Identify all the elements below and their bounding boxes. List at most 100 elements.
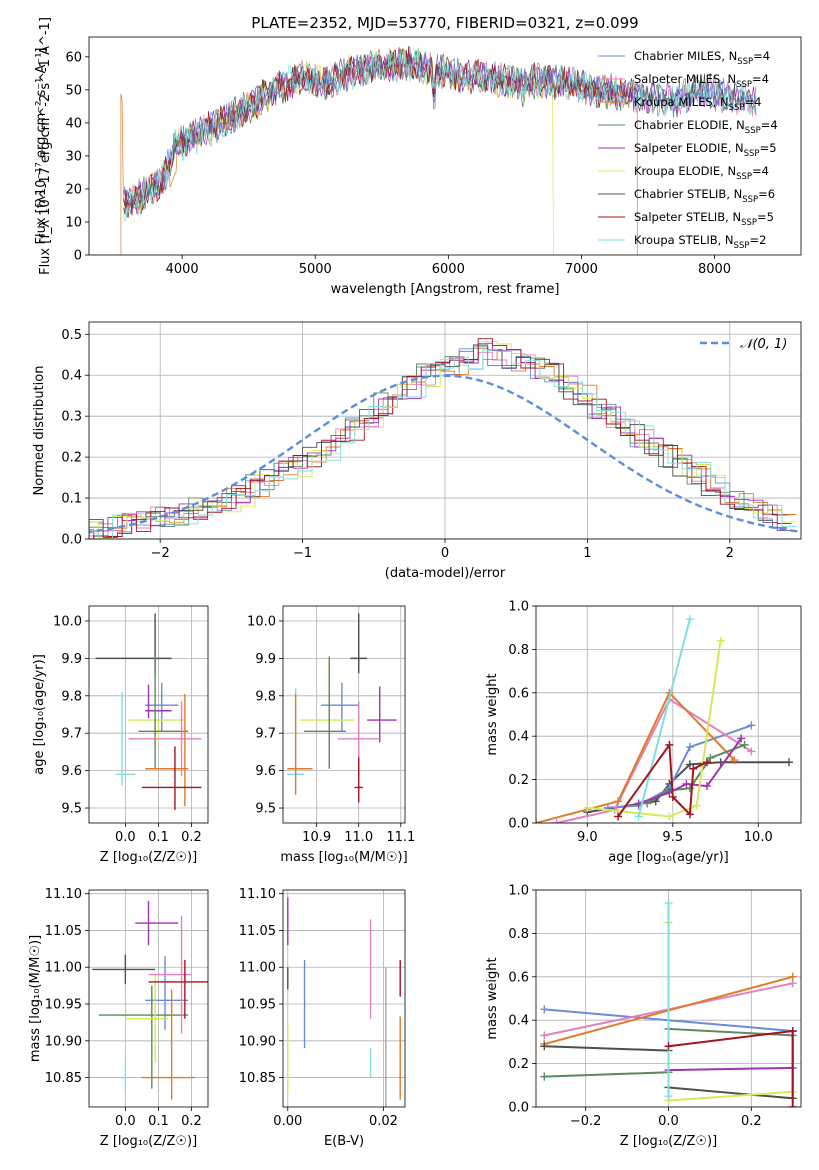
plus-marker	[685, 810, 694, 819]
x-tick-label: 0.02	[369, 1114, 398, 1129]
x-axis-label: Z [log₁₀(Z/Z☉)]	[100, 850, 197, 865]
plot-area	[89, 338, 801, 539]
plus-marker	[540, 1072, 549, 1081]
y-tick-label: 0	[74, 249, 82, 264]
y-tick-label: 0.4	[508, 730, 529, 745]
plus-marker	[540, 1031, 549, 1040]
y-tick-label: 60	[65, 50, 82, 65]
legend-label: Salpeter STELIB, NSSP=5	[634, 210, 774, 228]
x-tick-label: 9.5	[662, 830, 683, 845]
y-tick-label: 0.5	[61, 328, 82, 343]
histogram-series	[89, 345, 787, 538]
legend-label-main: Kroupa MILES, N	[634, 95, 729, 109]
y-tick-label: 0.2	[508, 1057, 529, 1072]
x-tick-label: 0.0	[658, 1114, 679, 1129]
y-tick-label: 0.2	[61, 451, 82, 466]
plus-marker	[552, 819, 561, 823]
plus-marker	[664, 1042, 673, 1051]
x-tick-label: 7000	[565, 262, 598, 277]
x-axis-label: wavelength [Angstrom, rest frame]	[331, 282, 560, 297]
legend-label-main: Salpeter STELIB, N	[634, 210, 741, 224]
y-tick-label: 10	[65, 215, 82, 230]
plus-marker	[665, 812, 674, 821]
legend-label: 𝒩(0, 1)	[740, 337, 787, 352]
y-tick-label: 1.0	[508, 600, 529, 615]
legend-label-sub: SSP	[736, 172, 752, 182]
plot-area	[540, 899, 797, 1107]
y-tick-label: 9.8	[255, 689, 276, 704]
spectrum-line	[123, 47, 757, 222]
x-tick-label: 0.1	[148, 1114, 169, 1129]
plus-marker	[614, 812, 623, 821]
y-tick-label: 9.9	[255, 652, 276, 667]
y-tick-label: 11.00	[239, 961, 276, 976]
x-tick-label: 10.0	[744, 830, 773, 845]
weight-line	[536, 691, 736, 823]
y-tick-label: 0.1	[61, 492, 82, 507]
x-tick-label: 11.0	[344, 830, 373, 845]
legend-label-sub: SSP	[744, 149, 760, 159]
legend-label-tail: =5	[757, 210, 774, 224]
plus-marker	[685, 743, 694, 752]
x-axis-label: Z [log₁₀(Z/Z☉)]	[620, 1134, 717, 1149]
y-tick-label: 0.2	[508, 773, 529, 788]
y-tick-label: 0.0	[508, 1101, 529, 1116]
legend-label-main: Chabrier STELIB, N	[634, 187, 742, 201]
y-tick-label: 11.10	[239, 887, 276, 902]
y-axis-label: Flux [fλ10⁻¹⁷ erg cm⁻² s⁻¹ A⁻¹]	[34, 48, 49, 245]
plus-marker	[740, 740, 749, 749]
legend-label-sub: SSP	[745, 126, 761, 136]
x-tick-label: 1	[583, 546, 591, 561]
legend-label-main: Salpeter ELODIE, N	[634, 141, 744, 155]
axes-frame	[282, 605, 406, 824]
legend-label: Kroupa ELODIE, NSSP=4	[634, 164, 769, 182]
x-axis-label: (data-model)/error	[385, 566, 506, 581]
x-tick-label: 6000	[432, 262, 465, 277]
legend-label-tail: =4	[761, 118, 778, 132]
mass-vs-extinction-panel: 0.00 0.02 10.85 10.90 10.95 11.00 11.05 11.10 E(…	[239, 887, 406, 1149]
spectrum-line	[123, 47, 757, 215]
legend-label-tail: =5	[760, 141, 777, 155]
x-tick-label: 9.0	[577, 830, 598, 845]
plus-marker	[664, 1092, 673, 1101]
legend-label: Salpeter ELODIE, NSSP=5	[634, 141, 777, 159]
histogram-series	[89, 349, 797, 539]
y-axis-label: age [log₁₀(age/yr)]	[32, 654, 47, 775]
plus-marker	[685, 760, 694, 769]
legend-label-tail: =2	[749, 233, 766, 247]
y-tick-label: 0.4	[61, 369, 82, 384]
x-tick-label: 0.0	[115, 830, 136, 845]
y-tick-label: 9.6	[61, 764, 82, 779]
y-tick-label: 50	[65, 83, 82, 98]
y-tick-label: 0.0	[508, 817, 529, 832]
plus-marker	[583, 803, 592, 812]
plus-marker	[788, 1103, 797, 1107]
y-tick-label: 11.00	[45, 961, 82, 976]
x-tick-label: 10.9	[302, 830, 331, 845]
plus-marker	[788, 972, 797, 981]
legend-label-sub: SSP	[742, 195, 758, 205]
plus-marker	[692, 801, 701, 810]
plus-marker	[664, 899, 673, 908]
legend-label-tail: =6	[758, 187, 775, 201]
x-tick-label: 0.2	[181, 830, 202, 845]
y-tick-label: 0.0	[61, 533, 82, 548]
y-tick-label: 0.3	[61, 410, 82, 425]
histogram-series	[89, 338, 792, 539]
y-tick-label: 9.6	[255, 764, 276, 779]
plus-marker	[716, 636, 725, 645]
x-tick-label: −2	[151, 546, 170, 561]
plus-marker	[737, 734, 746, 743]
x-tick-label: 0.00	[273, 1114, 302, 1129]
legend-label-tail: =4	[744, 95, 761, 109]
weight-line	[587, 640, 722, 818]
legend-label-sub: SSP	[736, 80, 752, 90]
weight-line	[637, 618, 691, 817]
plot-area	[120, 45, 757, 255]
plus-marker	[540, 1005, 549, 1014]
x-tick-label: −0.2	[570, 1114, 602, 1129]
y-tick-label: 9.7	[61, 727, 82, 742]
legend-label-main: Chabrier ELODIE, N	[634, 118, 745, 132]
